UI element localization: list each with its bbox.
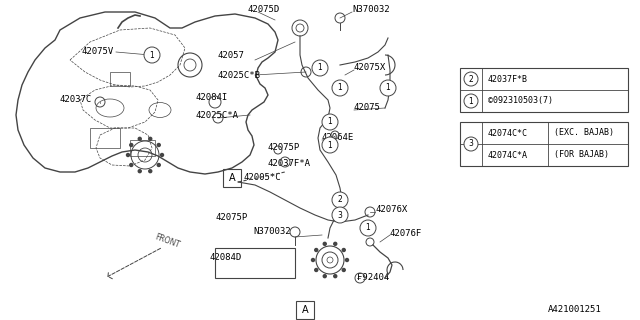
Circle shape: [130, 164, 132, 166]
Text: 42075: 42075: [354, 103, 381, 113]
Bar: [110, 72, 130, 86]
Circle shape: [360, 220, 376, 236]
Text: A421001251: A421001251: [548, 306, 602, 315]
Circle shape: [332, 192, 348, 208]
Text: A: A: [228, 173, 236, 183]
Text: 1: 1: [386, 84, 390, 92]
Bar: [223, 169, 241, 187]
Circle shape: [332, 207, 348, 223]
Text: N370032: N370032: [253, 228, 291, 236]
Text: 2: 2: [468, 75, 474, 84]
Text: 42005*C: 42005*C: [244, 173, 282, 182]
Circle shape: [380, 80, 396, 96]
Circle shape: [127, 154, 129, 156]
Text: 3: 3: [468, 140, 474, 148]
Text: A: A: [301, 305, 308, 315]
Text: 42076X: 42076X: [375, 205, 407, 214]
Bar: [215, 248, 295, 278]
Text: 42075D: 42075D: [248, 5, 280, 14]
Circle shape: [157, 164, 160, 166]
Circle shape: [342, 268, 345, 271]
Text: 42025C*A: 42025C*A: [196, 110, 239, 119]
Text: F92404: F92404: [357, 274, 389, 283]
Text: (FOR BAJAB): (FOR BAJAB): [554, 150, 609, 159]
Text: 1: 1: [317, 63, 323, 73]
Circle shape: [148, 137, 152, 140]
Bar: [460, 68, 628, 112]
Text: 42064E: 42064E: [322, 133, 355, 142]
Text: 42075P: 42075P: [268, 143, 300, 153]
Text: 42057: 42057: [218, 51, 245, 60]
Text: 1: 1: [150, 51, 154, 60]
Text: 42037F*B: 42037F*B: [488, 75, 528, 84]
Text: 2: 2: [338, 196, 342, 204]
Circle shape: [464, 72, 478, 86]
Circle shape: [138, 170, 141, 173]
Text: 3: 3: [337, 211, 342, 220]
Circle shape: [148, 170, 152, 173]
Circle shape: [130, 143, 132, 147]
Text: 42075X: 42075X: [354, 63, 387, 73]
Text: 42075V: 42075V: [82, 47, 115, 57]
Text: 1: 1: [328, 140, 332, 149]
Bar: [460, 122, 628, 166]
Circle shape: [144, 47, 160, 63]
Circle shape: [138, 137, 141, 140]
Text: 42084I: 42084I: [196, 93, 228, 102]
Circle shape: [315, 249, 317, 252]
Circle shape: [322, 114, 338, 130]
Text: N370032: N370032: [352, 5, 390, 14]
Bar: [130, 140, 155, 156]
Text: 42074C*C: 42074C*C: [488, 129, 528, 138]
Text: 1: 1: [365, 223, 371, 233]
Circle shape: [312, 60, 328, 76]
Text: 42076F: 42076F: [390, 228, 422, 237]
Circle shape: [322, 137, 338, 153]
Text: 42037F*A: 42037F*A: [268, 158, 311, 167]
Circle shape: [323, 242, 326, 245]
Circle shape: [312, 259, 314, 261]
Circle shape: [333, 242, 337, 245]
Circle shape: [157, 143, 160, 147]
Text: ©092310503(7): ©092310503(7): [488, 97, 553, 106]
Circle shape: [161, 154, 163, 156]
Bar: [296, 301, 314, 319]
Text: (EXC. BAJAB): (EXC. BAJAB): [554, 129, 614, 138]
Text: 1: 1: [338, 84, 342, 92]
Text: 42075P: 42075P: [215, 213, 247, 222]
Text: 1: 1: [328, 117, 332, 126]
Text: FRONT: FRONT: [154, 233, 182, 250]
Circle shape: [332, 80, 348, 96]
Circle shape: [464, 137, 478, 151]
Text: 42025C*B: 42025C*B: [218, 70, 261, 79]
Circle shape: [464, 94, 478, 108]
Circle shape: [323, 275, 326, 278]
Text: 42037C: 42037C: [60, 95, 92, 105]
Bar: [90, 128, 120, 148]
Text: 42074C*A: 42074C*A: [488, 150, 528, 159]
Circle shape: [346, 259, 349, 261]
Circle shape: [315, 268, 317, 271]
Circle shape: [333, 275, 337, 278]
Text: 42084D: 42084D: [210, 253, 243, 262]
Text: 1: 1: [468, 97, 474, 106]
Circle shape: [342, 249, 345, 252]
